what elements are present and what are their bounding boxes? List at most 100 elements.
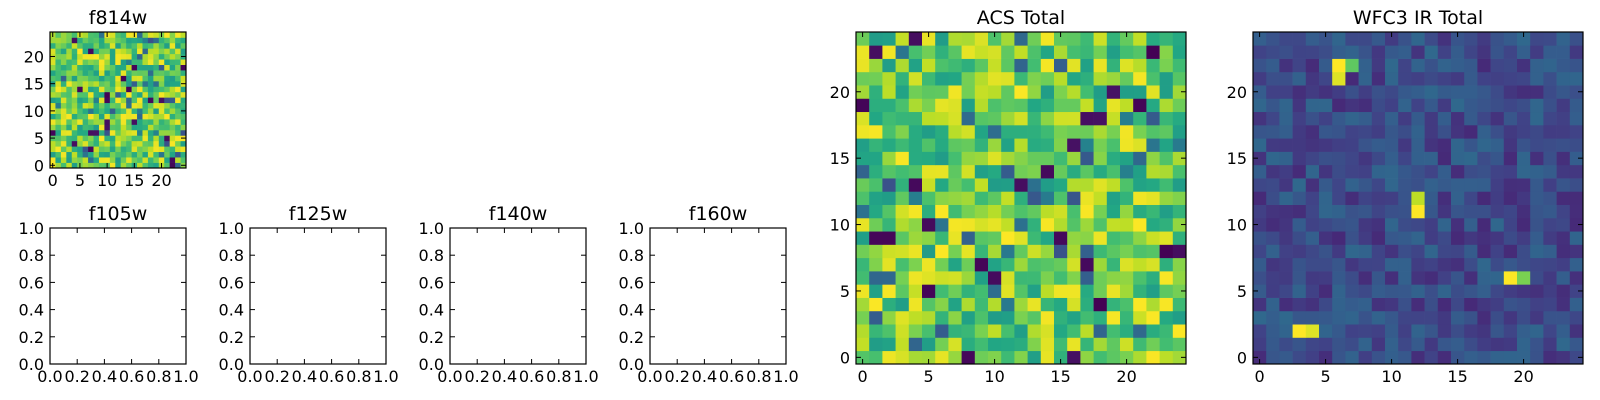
heatmap-cell	[93, 37, 100, 44]
heatmap-cell	[50, 140, 56, 147]
heatmap-cell	[153, 157, 160, 163]
heatmap-cell	[1371, 151, 1386, 166]
heatmap-cell	[1424, 138, 1439, 152]
heatmap-cell	[1067, 204, 1081, 219]
heatmap-cell	[55, 102, 62, 109]
heatmap-cell	[1385, 350, 1399, 365]
heatmap-cell	[88, 80, 94, 87]
heatmap-cell	[164, 151, 171, 158]
heatmap-cell	[126, 146, 132, 153]
heatmap-cell	[1014, 297, 1028, 312]
heatmap-cell	[1490, 32, 1505, 46]
heatmap-cell	[1569, 151, 1584, 166]
heatmap-cell	[175, 108, 181, 114]
heatmap-cell	[142, 91, 149, 98]
heatmap-cell	[175, 135, 181, 142]
heatmap-cell	[1345, 350, 1359, 365]
heatmap-cell	[71, 91, 78, 98]
heatmap-cell	[175, 119, 181, 125]
heatmap-cell	[169, 37, 176, 44]
heatmap-cell	[856, 257, 870, 272]
heatmap-cell	[935, 350, 949, 365]
heatmap-cell	[1437, 284, 1452, 298]
heatmap-cell	[908, 204, 923, 219]
heatmap-cell	[82, 75, 89, 82]
heatmap-cell	[82, 124, 89, 131]
heatmap-cell	[120, 157, 127, 163]
heatmap-cell	[935, 124, 949, 139]
heatmap-cell	[126, 129, 132, 136]
heatmap-cell	[1040, 217, 1055, 232]
heatmap-cell	[856, 138, 870, 152]
heatmap-cell	[1358, 257, 1373, 272]
acs-total-heatmap	[856, 32, 1187, 365]
heatmap-cell	[120, 91, 127, 98]
heatmap-cell	[1266, 297, 1280, 312]
heatmap-cell	[1464, 310, 1478, 325]
heatmap-cell	[153, 48, 160, 55]
heatmap-cell	[1027, 310, 1042, 325]
heatmap-cell	[869, 337, 883, 352]
heatmap-cell	[126, 53, 132, 60]
heatmap-cell	[1080, 204, 1094, 219]
heatmap-cell	[1319, 310, 1333, 325]
heatmap-cell	[948, 310, 962, 325]
heatmap-cell	[1253, 297, 1267, 312]
heatmap-cell	[88, 108, 94, 114]
heatmap-cell	[1093, 191, 1108, 205]
heatmap-cell	[1080, 350, 1094, 365]
heatmap-cell	[153, 135, 160, 142]
heatmap-cell	[1292, 85, 1307, 99]
heatmap-cell	[1146, 178, 1160, 192]
heatmap-cell	[1345, 45, 1359, 59]
heatmap-cell	[109, 59, 116, 65]
heatmap-cell	[1172, 164, 1187, 179]
heatmap-cell	[77, 86, 83, 93]
heatmap-cell	[147, 42, 154, 49]
heatmap-cell	[1014, 178, 1028, 192]
heatmap-cell	[1266, 231, 1280, 245]
heatmap-cell	[1385, 124, 1399, 139]
heatmap-cell	[1133, 257, 1147, 272]
heatmap-cell	[1464, 32, 1478, 46]
heatmap-cell	[126, 75, 132, 82]
heatmap-cell	[109, 157, 116, 163]
heatmap-cell	[1477, 164, 1491, 179]
heatmap-cell	[88, 32, 94, 38]
heatmap-cell	[856, 204, 870, 219]
heatmap-cell	[1332, 324, 1346, 338]
heatmap-cell	[169, 157, 176, 163]
heatmap-cell	[869, 244, 883, 259]
heatmap-cell	[1385, 191, 1399, 205]
heatmap-cell	[1093, 164, 1108, 179]
heatmap-cell	[948, 231, 962, 245]
heatmap-cell	[961, 85, 976, 99]
heatmap-cell	[126, 97, 132, 104]
heatmap-cell	[60, 108, 67, 114]
heatmap-cell	[126, 162, 132, 169]
heatmap-cell	[142, 151, 149, 158]
heatmap-cell	[1120, 71, 1134, 86]
heatmap-cell	[974, 310, 989, 325]
heatmap-cell	[164, 108, 171, 114]
heatmap-cell	[1490, 271, 1505, 285]
heatmap-cell	[908, 284, 923, 298]
heatmap-cell	[1451, 297, 1465, 312]
f160w-y-tick-label: 0.0	[619, 355, 644, 374]
heatmap-cell	[55, 119, 62, 125]
heatmap-cell	[1371, 271, 1386, 285]
heatmap-cell	[1464, 138, 1478, 152]
heatmap-cell	[1133, 204, 1147, 219]
heatmap-cell	[974, 231, 989, 245]
heatmap-cell	[1292, 178, 1307, 192]
heatmap-cell	[1080, 151, 1094, 166]
heatmap-cell	[1437, 138, 1452, 152]
heatmap-cell	[948, 244, 962, 259]
heatmap-cell	[88, 135, 94, 142]
heatmap-cell	[856, 151, 870, 166]
heatmap-cell	[1477, 297, 1491, 312]
heatmap-cell	[869, 284, 883, 298]
f105w-x-tick-label: 0.2	[64, 367, 89, 386]
heatmap-cell	[71, 157, 78, 163]
acs-total-title: ACS Total	[977, 7, 1065, 29]
